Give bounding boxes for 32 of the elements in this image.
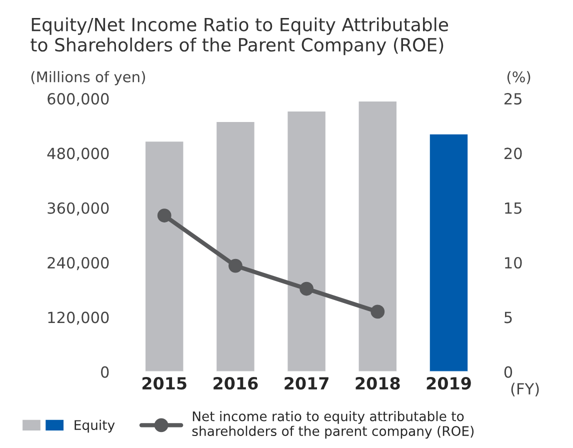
point (157, 208, 172, 222)
x-tick-label: 2019 (426, 376, 471, 390)
y-tick-label: 600,000 (48, 93, 109, 106)
y2-tick-label: 10 (505, 256, 522, 269)
y2-axis-title: (%) (507, 71, 530, 84)
point (370, 304, 385, 319)
x-tick-label: 2016 (214, 376, 258, 390)
point (228, 258, 242, 273)
point (300, 282, 314, 296)
y2-tick-label: 5 (504, 312, 512, 324)
bar (286, 110, 327, 372)
chart-title: Equity/Net Income Ratio to Equity Attributable to Shareholders of the Parent Company (ROE) (30, 17, 448, 56)
y-axis-title: (Millions of yen) (31, 71, 145, 86)
bar (215, 120, 256, 372)
y-tick-label: 120,000 (48, 312, 109, 325)
bar (357, 100, 398, 372)
y2-tick-label: 15 (505, 202, 522, 214)
legend-label: Net income ratio to equity attributable to shareholders of the parent company (ROE) (192, 411, 474, 439)
y2-tick-label: 0 (504, 366, 512, 378)
x-tick-label: 2017 (284, 376, 328, 390)
y-tick-label: 240,000 (48, 256, 109, 270)
bar (428, 132, 469, 372)
x-axis-title: (FY) (511, 382, 539, 396)
bar (144, 140, 185, 372)
y2-tick-label: 25 (504, 93, 522, 105)
legend-label: Equity (74, 420, 115, 433)
y-tick-label: 480,000 (47, 148, 109, 161)
x-tick-label: 2015 (142, 376, 186, 390)
y2-tick-label: 20 (504, 148, 522, 160)
x-tick-label: 2018 (356, 376, 400, 390)
y-tick-label: 360,000 (48, 202, 109, 216)
y-tick-label: 0 (101, 366, 109, 378)
